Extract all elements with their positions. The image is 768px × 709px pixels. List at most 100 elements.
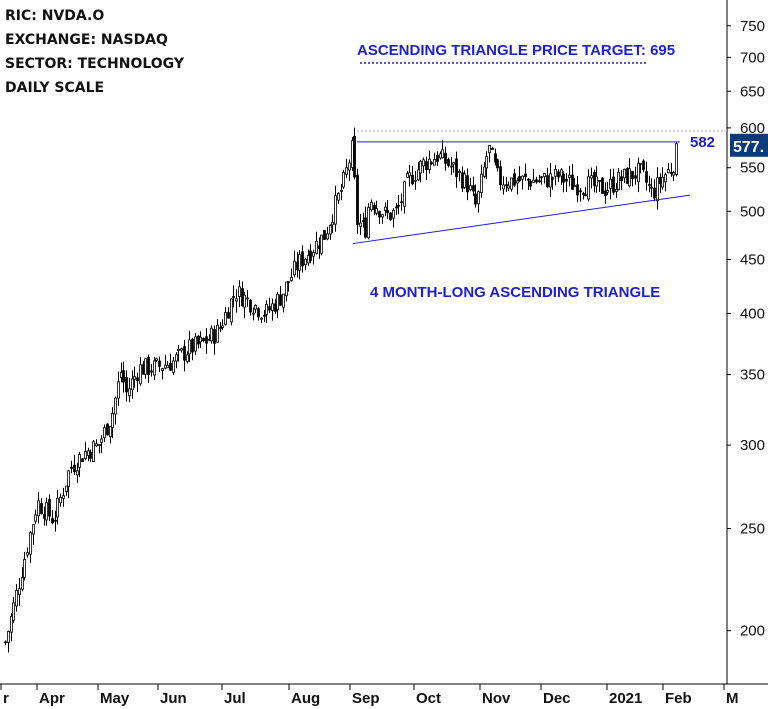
candle-body [620,176,623,181]
candle-body [103,427,106,439]
candle-body [364,217,367,238]
x-tick-label: Jul [224,690,246,707]
y-tick-label: 450 [740,252,765,269]
candle-body [139,364,142,385]
last-price-label: 577. [733,139,764,156]
candle-body [293,260,296,276]
candle-body [337,193,340,201]
candle-body [26,552,29,556]
candle-body [483,166,486,177]
candle-body [582,193,585,195]
candle-body [598,179,601,182]
candle-body [147,356,150,376]
candle-body [540,176,543,179]
candle-body [219,327,222,330]
candle-body [656,177,659,202]
candle-body [414,179,417,182]
candle-body [153,360,156,376]
candle-body [263,314,266,317]
candle-body [230,298,233,323]
candle-body [612,176,615,193]
candle-body [477,191,480,205]
candle-body [672,172,675,176]
candle-body [375,208,378,214]
candle-body [62,495,65,499]
candle-body [400,201,403,204]
candle-body [472,185,475,192]
candle-body [221,325,224,328]
candle-body [282,293,285,308]
candle-body [285,281,288,297]
candle-body [191,338,194,353]
candle-body [290,277,293,282]
candle-body [444,152,447,164]
candle-body [458,171,461,174]
candle-body [4,641,7,644]
x-tick-label: 2021 [609,690,642,707]
candles [4,127,678,653]
candle-body [628,168,631,187]
candle-body [560,169,563,177]
candle-body [466,175,469,193]
candle-body [172,360,175,373]
candle-body [422,159,425,167]
x-tick-label: Sep [352,690,380,707]
candle-body [216,324,219,343]
candle-body [551,177,554,180]
candle-body [436,154,439,162]
candle-body [150,370,153,373]
candle-body [131,378,134,391]
candle-body [175,354,178,362]
candle-body [488,144,491,154]
candle-body [128,388,131,397]
candle-body [158,360,161,367]
y-tick-label: 700 [740,49,765,66]
candle-body [183,346,186,361]
y-tick-label: 550 [740,160,765,177]
candle-body [40,502,43,514]
candle-body [631,171,634,180]
candle-body [320,234,323,254]
candle-body [326,233,329,240]
candle-body [21,577,24,590]
candle-body [309,250,312,261]
candle-body [51,518,54,524]
candle-body [7,630,10,643]
candle-body [518,176,521,182]
candle-body [70,467,73,469]
candle-body [378,211,381,218]
candle-body [334,195,337,225]
candle-body [169,362,172,371]
candle-body [411,174,414,185]
x-tick-label: r [3,690,9,707]
candle-body [590,175,593,179]
candle-body [56,497,59,518]
candle-body [587,176,590,200]
candle-body [166,364,169,369]
candle-body [386,209,389,214]
candle-body [106,423,109,436]
candle-body [571,174,574,190]
pattern-overlay: 582 ASCENDING TRIANGLE PRICE TARGET: 695 4… [352,42,768,301]
candle-body [12,602,15,621]
candle-body [136,377,139,382]
y-tick-label: 200 [740,623,765,640]
candle-body [373,204,376,211]
candle-body [469,185,472,191]
candle-body [81,458,84,463]
candle-body [403,181,406,207]
candle-body [48,499,51,517]
candle-body [111,412,114,429]
candle-body [538,180,541,183]
candle-body [595,176,598,187]
candle-body [546,175,549,188]
candle-body [45,502,48,521]
candle-body [455,158,458,177]
exchange-label: EXCHANGE: NASDAQ [5,32,168,48]
candle-body [144,358,147,375]
candle-body [340,190,343,192]
y-tick-label: 250 [740,521,765,538]
candle-body [408,172,411,177]
candle-body [510,177,513,190]
